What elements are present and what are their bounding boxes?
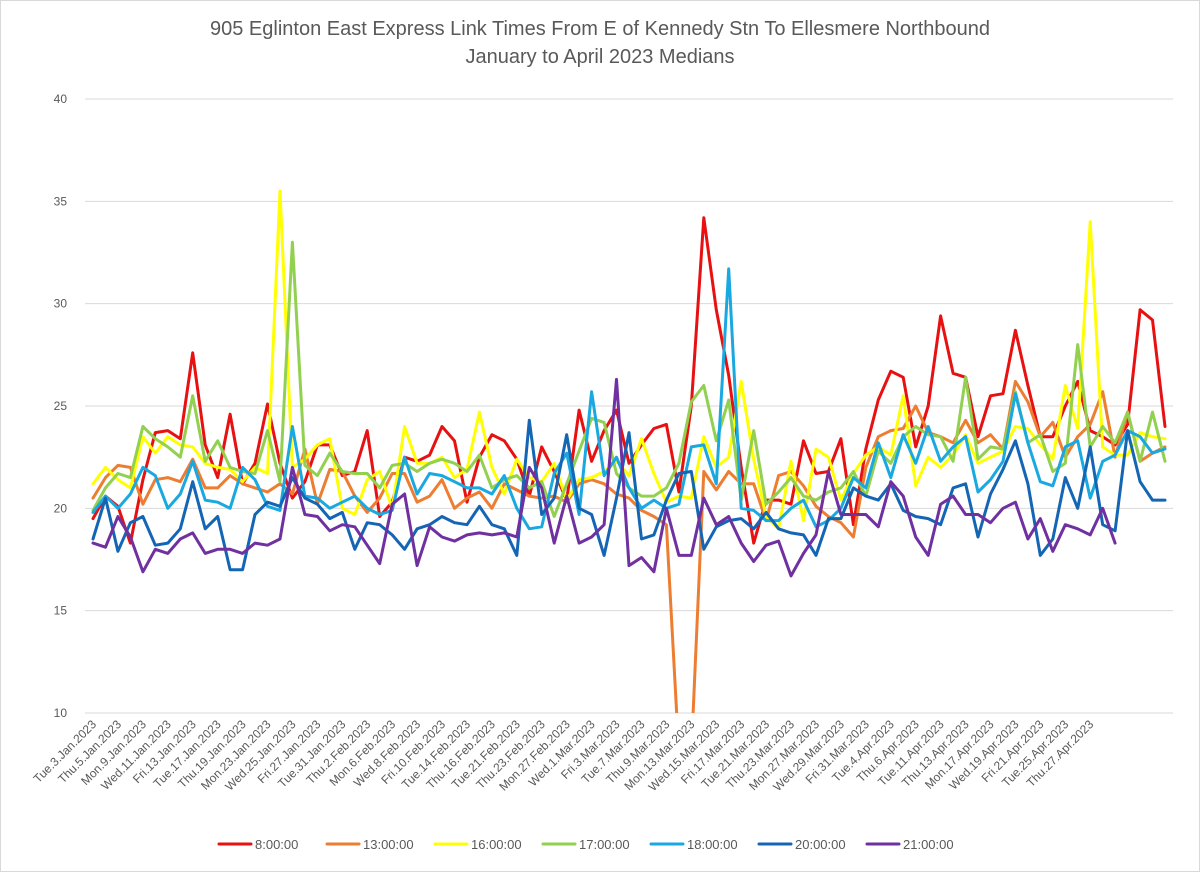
series-line-13-00-00 bbox=[91, 379, 1167, 713]
chart-subtitle: January to April 2023 Medians bbox=[465, 46, 735, 68]
legend-label: 18:00:00 bbox=[687, 837, 738, 852]
y-tick-label: 15 bbox=[54, 604, 68, 618]
y-tick-label: 40 bbox=[54, 92, 68, 106]
series-line-16-00-00 bbox=[91, 189, 1167, 531]
y-tick-label: 10 bbox=[54, 706, 68, 720]
legend-label: 21:00:00 bbox=[903, 837, 954, 852]
legend-label: 16:00:00 bbox=[471, 837, 522, 852]
series-line-8-00-00 bbox=[91, 216, 1167, 545]
legend-label: 13:00:00 bbox=[363, 837, 414, 852]
series-line-20-00-00 bbox=[91, 418, 1167, 572]
series-lines bbox=[91, 189, 1167, 713]
series-line-18-00-00 bbox=[91, 267, 1167, 531]
legend-label: 17:00:00 bbox=[579, 837, 630, 852]
y-tick-label: 35 bbox=[54, 194, 68, 208]
legend: 8:00:00 13:00:00 16:00:00 17:00:00 18:00:00 2… bbox=[217, 837, 954, 852]
chart-title: 905 Eglinton East Express Link Times Fro… bbox=[1, 15, 1199, 71]
y-tick-label: 20 bbox=[54, 501, 68, 515]
y-tick-label: 25 bbox=[54, 399, 68, 413]
legend-label: 8:00:00 bbox=[255, 837, 298, 852]
chart-title-line: 905 Eglinton East Express Link Times Fro… bbox=[209, 18, 991, 40]
y-axis-tick-labels: 10 15 20 25 30 35 40 bbox=[54, 92, 68, 720]
gridlines bbox=[85, 98, 1173, 714]
y-tick-label: 30 bbox=[54, 297, 68, 311]
x-axis-tick-labels: Tue.3.Jan.2023Thu.5.Jan.2023Mon.9.Jan.20… bbox=[31, 717, 1097, 794]
series-line-21-00-00 bbox=[91, 377, 1117, 578]
legend-label: 20:00:00 bbox=[795, 837, 846, 852]
